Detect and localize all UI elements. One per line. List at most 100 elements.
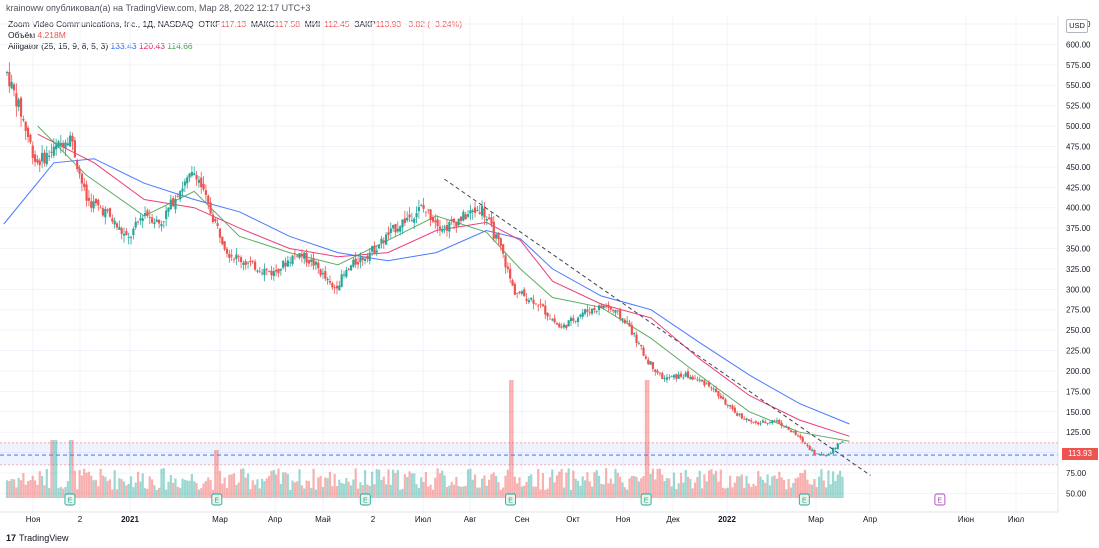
- candle: [469, 204, 472, 221]
- candle: [766, 422, 769, 426]
- candle: [619, 307, 622, 322]
- candle: [347, 267, 350, 271]
- candle: [43, 149, 46, 167]
- candle: [389, 222, 392, 239]
- candle: [319, 268, 322, 278]
- volume-row[interactable]: Объём 4.218M: [8, 30, 462, 41]
- volume-bar: [509, 380, 512, 498]
- candle: [188, 172, 191, 183]
- volume-bar: [141, 473, 144, 498]
- candle: [132, 226, 135, 240]
- volume-bar: [520, 486, 523, 498]
- volume-bar: [806, 479, 809, 498]
- volume-bar: [258, 488, 261, 498]
- candle: [663, 375, 666, 383]
- earnings-marker-icon[interactable]: E: [64, 493, 76, 506]
- volume-bar: [284, 472, 287, 498]
- x-tick-label: Апр: [268, 515, 283, 524]
- volume-bar: [583, 480, 587, 498]
- volume-bar: [263, 481, 266, 498]
- x-tick-label: 2: [78, 515, 83, 524]
- candle: [338, 280, 341, 291]
- candle: [693, 374, 697, 380]
- earnings-marker-icon[interactable]: E: [640, 493, 652, 506]
- earnings-marker-icon[interactable]: E: [505, 493, 517, 506]
- volume-bar: [827, 470, 830, 498]
- y-tick-label: 450.00: [1066, 163, 1091, 172]
- candle: [689, 374, 692, 380]
- volume-bar: [104, 476, 107, 498]
- earnings-marker-icon[interactable]: E: [798, 493, 810, 506]
- volume-bar: [469, 468, 472, 498]
- candle: [733, 405, 736, 414]
- candle: [244, 258, 247, 270]
- volume-bar: [146, 488, 149, 498]
- y-tick-label: 125.00: [1066, 428, 1091, 437]
- candle: [703, 379, 706, 388]
- volume-bar: [76, 489, 79, 498]
- currency-badge[interactable]: USD: [1066, 19, 1088, 33]
- volume-bar: [291, 480, 294, 498]
- candle: [803, 441, 807, 445]
- candle: [438, 220, 442, 237]
- candle: [375, 245, 378, 256]
- candle: [590, 308, 594, 316]
- x-tick-label: 2022: [718, 515, 736, 524]
- volume-bar: [424, 472, 428, 498]
- candle: [698, 376, 701, 383]
- candle: [738, 412, 741, 417]
- candle: [450, 216, 453, 226]
- volume-bar: [64, 486, 67, 498]
- candle: [139, 214, 142, 226]
- candle: [333, 284, 336, 294]
- x-tick-label: Июн: [958, 515, 974, 524]
- earnings-marker-icon[interactable]: E: [934, 493, 946, 506]
- candle: [125, 228, 128, 236]
- downtrend-line[interactable]: [444, 178, 871, 476]
- candle: [614, 309, 617, 316]
- volume-bar: [555, 475, 559, 498]
- candle: [169, 194, 172, 211]
- volume-bar: [801, 473, 804, 498]
- candle: [41, 145, 44, 169]
- volume-bar: [726, 487, 729, 498]
- volume-bar: [300, 485, 303, 498]
- candle: [73, 136, 76, 158]
- candle: [263, 263, 266, 282]
- candle: [26, 125, 30, 143]
- candle: [359, 252, 362, 269]
- candle: [427, 209, 430, 214]
- volume-bar: [612, 483, 615, 498]
- volume-bar: [127, 483, 130, 498]
- volume-bar: [85, 472, 88, 498]
- volume-bar: [485, 485, 488, 498]
- volume-bar: [80, 475, 83, 498]
- candle: [218, 228, 222, 244]
- volume-bar: [19, 480, 23, 498]
- alligator-row[interactable]: Alligator (25, 15, 9, 8, 5, 3) 133.43 12…: [8, 41, 462, 52]
- earnings-marker-icon[interactable]: E: [359, 493, 371, 506]
- volume-bar: [385, 484, 388, 498]
- candle: [574, 320, 577, 324]
- earnings-marker-icon[interactable]: E: [211, 493, 223, 506]
- volume-bar: [310, 487, 313, 498]
- candle: [583, 308, 587, 316]
- volume-bar: [186, 480, 189, 498]
- y-tick-label: 325.00: [1066, 265, 1091, 274]
- volume-bar: [22, 472, 25, 498]
- volume-bar: [242, 468, 245, 498]
- candle: [186, 175, 189, 189]
- alligator-teeth-value: 120.43: [138, 41, 165, 51]
- tradingview-logo[interactable]: 17 TradingView: [6, 533, 69, 543]
- volume-bar: [492, 472, 495, 498]
- candle: [834, 447, 837, 450]
- candle: [265, 267, 268, 276]
- volume-bar: [225, 487, 229, 498]
- candle: [176, 192, 179, 198]
- support-zone-fill: [0, 442, 1058, 465]
- candle: [197, 175, 201, 188]
- volume-bar: [195, 482, 198, 498]
- volume-bar: [691, 488, 694, 498]
- x-tick-label: 2021: [121, 515, 139, 524]
